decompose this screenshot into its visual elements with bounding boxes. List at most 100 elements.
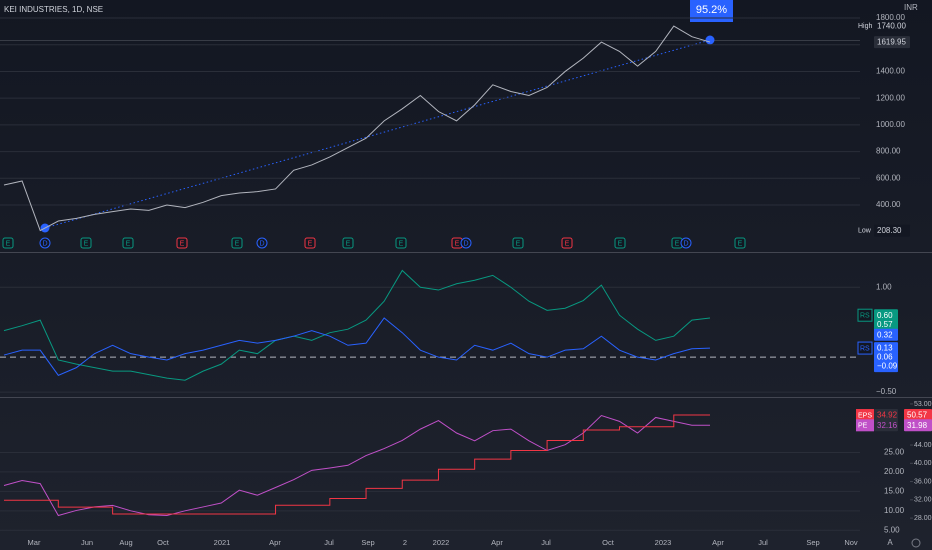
event-icon: [614, 237, 626, 249]
event-icon: [561, 237, 573, 249]
y-tick-label: 400.00: [876, 200, 901, 209]
x-tick-label: 2: [403, 538, 407, 547]
event-label: D: [42, 240, 47, 247]
event-icon: [512, 237, 524, 249]
price-tag: [904, 409, 932, 422]
y2-tick-label: 40.00: [914, 460, 932, 467]
event-label: E: [308, 240, 313, 247]
y-tick-label: −0.50: [876, 387, 897, 396]
y-tick-label: 5.00: [884, 525, 900, 534]
event-icon: [680, 237, 692, 249]
x-tick-label: Oct: [157, 538, 170, 547]
event-icon: [304, 237, 316, 249]
legend-box: [857, 308, 873, 322]
price-tag-label: 32.16: [877, 421, 898, 430]
event-label: D: [259, 240, 264, 247]
x-tick-label: 2023: [655, 538, 672, 547]
event-label: E: [346, 240, 351, 247]
price-tag: [874, 409, 898, 422]
x-tick-label: 2022: [433, 538, 450, 547]
event-label: E: [84, 240, 89, 247]
x-tick-label: Aug: [119, 538, 132, 547]
x-tick-label: Nov: [844, 538, 858, 547]
y-tick-label: 1.00: [876, 282, 892, 291]
event-label: D: [463, 240, 468, 247]
y-tick-label: 600.00: [876, 173, 901, 182]
price-tag: [874, 224, 910, 237]
event-label: E: [516, 240, 521, 247]
scale-mode[interactable]: A: [887, 538, 893, 547]
price-tag-label: 31.98: [907, 421, 928, 430]
event-icon: [122, 237, 134, 249]
y2-tick-label: 28.00: [914, 515, 932, 522]
price-tag: [874, 328, 898, 341]
legend-name: RS: [860, 345, 870, 352]
event-icon: [39, 237, 51, 249]
series-line: [4, 414, 710, 515]
x-tick-label: 2021: [214, 538, 231, 547]
price-tag: [874, 20, 910, 33]
legend-box: [856, 419, 874, 432]
trend-handle[interactable]: [705, 35, 715, 45]
price-tag-label: 208.30: [877, 226, 902, 235]
event-label: E: [455, 240, 460, 247]
event-icon: [395, 237, 407, 249]
price-tag-label: 34.92: [877, 411, 898, 420]
price-tag-label: 0.57: [877, 320, 893, 329]
event-icon: [176, 237, 188, 249]
price-tag-label: 1619.95: [877, 38, 906, 47]
annotation-box: [690, 0, 733, 22]
event-icon: [256, 237, 268, 249]
x-tick-label: Jun: [81, 538, 93, 547]
x-tick-label: Apr: [269, 538, 281, 547]
x-tick-label: Apr: [712, 538, 724, 547]
event-icon: [460, 237, 472, 249]
price-tag-label: 0.13: [877, 344, 893, 353]
x-tick-label: Jul: [324, 538, 334, 547]
y-tick-label: 1800.00: [876, 13, 905, 22]
event-icon: [734, 237, 746, 249]
series-line: [3, 317, 711, 376]
x-tick-label: Jul: [758, 538, 768, 547]
y2-tick-label: 32.00: [914, 497, 932, 504]
legend-box: [856, 409, 874, 422]
y-tick-label: 25.00: [884, 448, 905, 457]
event-icon: [231, 237, 243, 249]
series-line: [3, 25, 711, 232]
price-tag-label: 0.32: [877, 330, 893, 339]
price-tag: [904, 419, 932, 432]
price-tag: [874, 419, 898, 432]
price-tag-label: −0.09: [877, 362, 898, 371]
event-label: E: [675, 240, 680, 247]
price-tag: [874, 36, 910, 49]
series-line: [3, 269, 711, 381]
event-label: E: [399, 240, 404, 247]
x-tick-label: Oct: [602, 538, 615, 547]
y-tick-label: 1400.00: [876, 67, 905, 76]
event-label: E: [6, 240, 11, 247]
y-tick-label: 800.00: [876, 147, 901, 156]
price-tag-label: 50.57: [907, 411, 928, 420]
event-icon: [342, 237, 354, 249]
event-label: E: [738, 240, 743, 247]
event-label: E: [235, 240, 240, 247]
x-tick-label: Jul: [541, 538, 551, 547]
currency: INR: [904, 3, 918, 12]
y-tick-label: 20.00: [884, 467, 905, 476]
y-tick-label: 1000.00: [876, 120, 905, 129]
event-label: E: [618, 240, 623, 247]
marker-name: Low: [858, 227, 872, 234]
event-icon: [2, 237, 14, 249]
x-tick-label: Sep: [806, 538, 819, 547]
settings-icon[interactable]: [911, 538, 921, 548]
event-label: E: [180, 240, 185, 247]
legend-box: [857, 341, 873, 355]
price-tag: [874, 360, 898, 373]
event-label: E: [126, 240, 131, 247]
price-tag-label: 0.60: [877, 311, 893, 320]
price-tag-label: 0.06: [877, 353, 893, 362]
legend-name: EPS: [858, 412, 872, 419]
legend-name: PE: [858, 423, 868, 430]
